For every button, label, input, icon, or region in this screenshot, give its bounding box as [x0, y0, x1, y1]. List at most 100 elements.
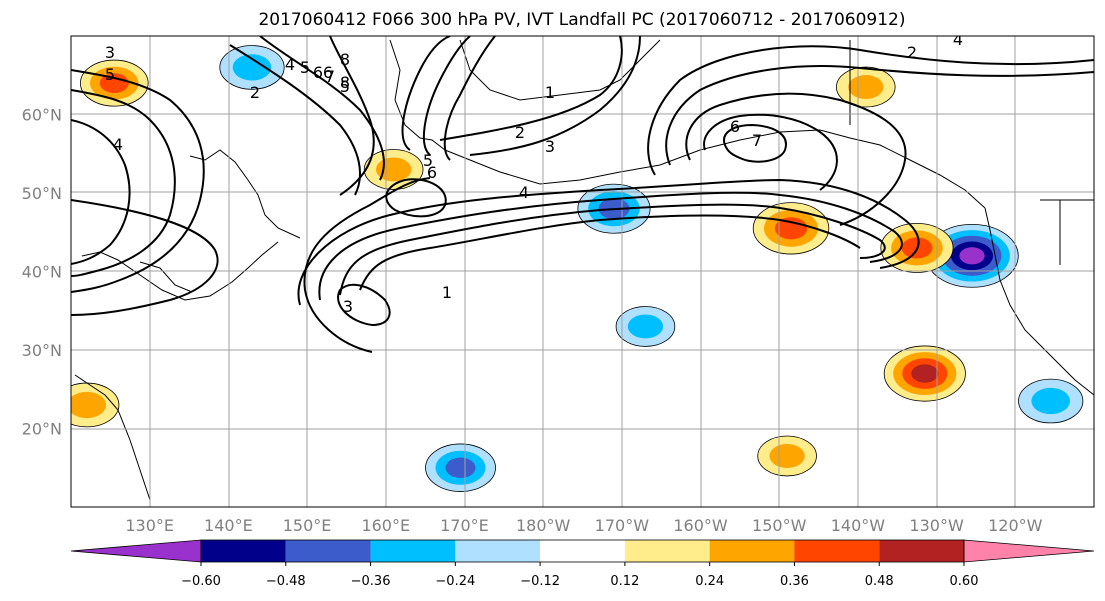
pv-contour-2: [318, 191, 903, 301]
pv-contour-17: [723, 123, 787, 163]
pv-anomaly-13: [1018, 378, 1084, 424]
colorbar-tick-label: −0.60: [181, 574, 221, 589]
pv-contour-14: [665, 65, 1094, 166]
colorbar-tick-labels: −0.60 −0.48 −0.36 −0.24 −0.12 0.12 0.24 0.36 0.4…: [181, 562, 978, 589]
colorbar-segment: [370, 540, 456, 562]
pv-anomaly-4: [883, 345, 966, 402]
pv-contours: [71, 36, 1094, 353]
colorbar-segment: [455, 540, 541, 562]
colorbar-segment: [794, 540, 880, 562]
colorbar-tick-label: 0.12: [610, 574, 639, 589]
lon-label: 140°E: [204, 516, 253, 535]
coastline-china: [74, 374, 151, 501]
pv-anomaly-ring: [848, 75, 884, 100]
contour-label: 1: [545, 83, 555, 102]
contour-label: 6: [323, 63, 333, 82]
lat-label: 30°N: [22, 341, 62, 360]
contour-label: 4: [519, 183, 529, 202]
pv-contour-16: [703, 113, 838, 191]
pv-contour-7: [385, 178, 447, 218]
contour-label: 7: [325, 67, 335, 86]
coastlines: [74, 39, 1094, 501]
pv-anomaly-ring: [911, 364, 939, 383]
colorbar-segment: [201, 540, 286, 562]
contour-label: 3: [545, 137, 555, 156]
pv-contour-3: [339, 203, 886, 296]
pv-contour-20: [229, 44, 361, 196]
contour-label: 5: [300, 58, 310, 77]
pv-anomaly-ring: [71, 391, 107, 419]
colorbar-segment: [709, 540, 795, 562]
lat-label: 40°N: [22, 263, 62, 282]
lon-label: 170°W: [595, 516, 650, 535]
coastline-japan: [81, 241, 279, 301]
pv-contour-19: [259, 36, 385, 181]
contour-label: 5: [423, 151, 433, 170]
colorbar-tick-label: 0.48: [865, 574, 894, 589]
lon-label: 150°W: [752, 516, 807, 535]
lon-label: 180°W: [516, 516, 571, 535]
pv-contour-12: [439, 36, 623, 141]
pv-anomaly-11: [615, 306, 676, 347]
colorbar-tick-label: 0.24: [695, 574, 724, 589]
lon-label: 140°W: [831, 516, 886, 535]
pv-contour-11: [469, 36, 641, 156]
pv-anomaly-1: [925, 223, 1019, 288]
contour-label: 2: [515, 123, 525, 142]
pv-contour-4: [359, 214, 861, 291]
colorbar: [70, 539, 1095, 563]
colorbar-tick-label: −0.48: [266, 574, 306, 589]
pv-anomaly-ring: [774, 217, 808, 240]
pv-anomaly-6: [425, 443, 496, 492]
coastline-aleutians: [444, 129, 821, 185]
pv-contour-5: [303, 177, 431, 353]
colorbar-segment: [624, 540, 710, 562]
colorbar-segment: [879, 540, 964, 562]
colorbar-tick-label: −0.24: [435, 574, 475, 589]
pv-anomaly-ring: [1031, 387, 1071, 415]
colorbar-high-extend: [963, 539, 1095, 563]
colorbar-frame: [200, 539, 965, 563]
pv-anomaly-ring: [769, 443, 805, 468]
pv-contour-1: [297, 178, 920, 306]
colorbar-segment: [285, 540, 371, 562]
pv-contour-23: [71, 119, 131, 265]
map-frame: [70, 35, 1095, 508]
lon-label: 130°W: [909, 516, 964, 535]
contour-label: 5: [105, 65, 115, 84]
pv-anomaly-7: [219, 45, 285, 90]
contour-label: 6: [730, 117, 740, 136]
pv-anomaly-ring: [959, 247, 985, 265]
pv-anomaly-14: [71, 382, 120, 428]
colorbar-segment: [540, 540, 625, 562]
lon-label: 160°E: [361, 516, 410, 535]
contour-label: 4: [285, 55, 295, 74]
contour-label: 4: [953, 30, 963, 49]
figure-title: 2017060412 F066 300 hPa PV, IVT Landfall…: [258, 10, 905, 30]
colorbar-tick-label: 0.36: [780, 574, 809, 589]
colorbar-low-extend: [70, 539, 202, 563]
pv-contour-9: [423, 36, 471, 156]
pv-anomaly-ring: [99, 73, 129, 93]
pv-contour-24: [71, 199, 219, 316]
pv-anomaly-ring: [232, 54, 272, 81]
pv-anomaly-10: [363, 149, 424, 190]
lon-label: 130°E: [125, 516, 174, 535]
coastline-alaska-gulf: [819, 129, 986, 209]
pv-contour-8: [401, 36, 451, 151]
colorbar-tick-label: 0.60: [950, 574, 979, 589]
contour-label: 3: [105, 43, 115, 62]
lon-label: 150°E: [283, 516, 332, 535]
coastline-kamchatka: [389, 39, 446, 151]
pv-contour-6: [337, 283, 391, 326]
lon-label: 120°W: [988, 516, 1043, 535]
coastline-north-america-west: [984, 207, 1094, 396]
contour-label: 5: [340, 77, 350, 96]
colorbar-tick-label: −0.36: [351, 574, 391, 589]
colorbar-tick-label: −0.12: [520, 574, 560, 589]
contour-label: 6: [427, 163, 437, 182]
pv-contour-21: [71, 69, 205, 293]
contour-label: 4: [113, 135, 123, 154]
